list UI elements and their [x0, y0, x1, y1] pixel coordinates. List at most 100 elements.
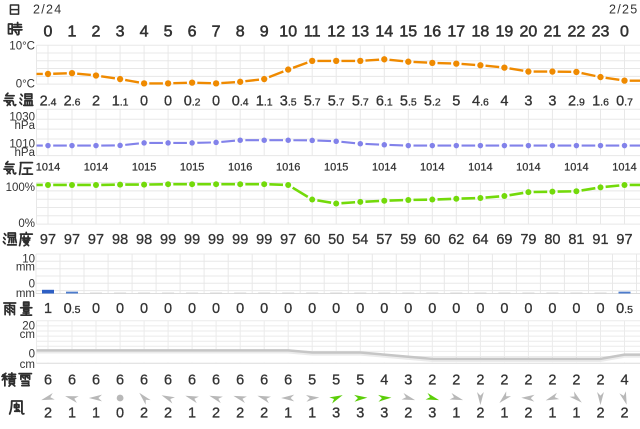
svg-text:2.4: 2.4	[40, 93, 57, 109]
svg-text:0: 0	[428, 301, 436, 317]
svg-text:2: 2	[44, 406, 52, 422]
svg-text:5.7: 5.7	[352, 93, 369, 109]
svg-text:0: 0	[404, 301, 412, 317]
svg-text:2: 2	[620, 406, 628, 422]
svg-text:1: 1	[500, 406, 508, 422]
svg-text:0: 0	[380, 301, 388, 317]
svg-text:17: 17	[447, 23, 465, 40]
svg-text:14: 14	[375, 23, 393, 40]
svg-text:97: 97	[88, 232, 104, 248]
svg-text:0: 0	[116, 301, 124, 317]
svg-text:3: 3	[404, 373, 412, 389]
svg-text:3: 3	[548, 93, 556, 109]
svg-text:1016: 1016	[276, 161, 300, 173]
svg-text:3: 3	[356, 406, 364, 422]
svg-text:1.6: 1.6	[592, 93, 609, 109]
svg-text:0: 0	[164, 93, 172, 109]
svg-text:1: 1	[44, 301, 52, 317]
svg-text:60: 60	[424, 232, 440, 248]
svg-text:0: 0	[116, 406, 124, 422]
svg-text:0: 0	[29, 279, 35, 291]
svg-text:54: 54	[352, 232, 368, 248]
svg-text:4: 4	[380, 373, 388, 389]
svg-text:97: 97	[40, 232, 56, 248]
svg-text:1014: 1014	[372, 161, 396, 173]
svg-text:79: 79	[520, 232, 536, 248]
svg-text:1014: 1014	[612, 161, 636, 173]
svg-text:0: 0	[188, 301, 196, 317]
svg-text:1.1: 1.1	[112, 93, 129, 109]
svg-text:6: 6	[260, 373, 268, 389]
svg-text:18: 18	[472, 23, 490, 40]
svg-text:1: 1	[284, 406, 292, 422]
svg-text:11: 11	[304, 23, 321, 40]
svg-text:99: 99	[160, 232, 176, 248]
svg-text:6: 6	[140, 373, 148, 389]
svg-text:2: 2	[572, 373, 580, 389]
svg-text:5: 5	[332, 373, 340, 389]
svg-text:0: 0	[332, 301, 340, 317]
svg-text:0.2: 0.2	[184, 93, 201, 109]
svg-text:0: 0	[212, 301, 220, 317]
svg-text:2.6: 2.6	[64, 93, 81, 109]
svg-text:5: 5	[308, 373, 316, 389]
svg-text:0: 0	[284, 301, 292, 317]
svg-text:0: 0	[452, 301, 460, 317]
svg-text:1014: 1014	[36, 161, 60, 173]
svg-text:59: 59	[400, 232, 416, 248]
svg-text:69: 69	[496, 232, 512, 248]
svg-text:98: 98	[112, 232, 128, 248]
svg-text:64: 64	[472, 232, 488, 248]
svg-text:97: 97	[64, 232, 80, 248]
svg-text:0°C: 0°C	[16, 79, 35, 91]
svg-text:0: 0	[260, 301, 268, 317]
svg-text:80: 80	[544, 232, 560, 248]
svg-text:12: 12	[327, 23, 345, 40]
svg-text:5.7: 5.7	[304, 93, 321, 109]
svg-text:2: 2	[428, 373, 436, 389]
svg-text:1: 1	[308, 406, 316, 422]
svg-text:1030: 1030	[9, 112, 35, 124]
svg-text:1010: 1010	[9, 139, 35, 151]
svg-text:3: 3	[380, 406, 388, 422]
svg-text:1014: 1014	[564, 161, 588, 173]
svg-text:2: 2	[404, 406, 412, 422]
svg-text:2: 2	[548, 373, 556, 389]
svg-text:22: 22	[568, 23, 586, 40]
svg-text:99: 99	[256, 232, 272, 248]
svg-text:2: 2	[596, 406, 604, 422]
svg-text:60: 60	[304, 232, 320, 248]
svg-text:0: 0	[548, 301, 556, 317]
svg-text:100%: 100%	[6, 182, 35, 194]
svg-text:5: 5	[356, 373, 364, 389]
svg-text:6: 6	[188, 23, 197, 40]
svg-text:5: 5	[164, 23, 173, 40]
svg-text:81: 81	[568, 232, 584, 248]
svg-text:91: 91	[592, 232, 608, 248]
svg-text:0: 0	[44, 23, 53, 40]
svg-text:1: 1	[452, 406, 460, 422]
svg-text:hPa: hPa	[15, 120, 36, 132]
svg-text:2: 2	[476, 406, 484, 422]
svg-text:0.5: 0.5	[64, 301, 81, 317]
svg-text:4.6: 4.6	[472, 93, 489, 109]
svg-text:2: 2	[92, 93, 100, 109]
svg-text:mm: mm	[16, 288, 35, 300]
svg-text:10°C: 10°C	[9, 41, 35, 53]
svg-text:6: 6	[284, 373, 292, 389]
svg-text:21: 21	[544, 23, 562, 40]
svg-text:19: 19	[496, 23, 514, 40]
svg-text:1014: 1014	[468, 161, 492, 173]
svg-text:0: 0	[29, 349, 35, 361]
svg-text:6: 6	[164, 373, 172, 389]
svg-text:2/24: 2/24	[33, 2, 63, 16]
svg-text:6: 6	[212, 373, 220, 389]
svg-text:8: 8	[236, 23, 245, 40]
svg-text:5.2: 5.2	[424, 93, 441, 109]
svg-text:5.7: 5.7	[328, 93, 345, 109]
svg-text:1015: 1015	[132, 161, 156, 173]
svg-text:0: 0	[356, 301, 364, 317]
svg-text:1: 1	[68, 23, 77, 40]
svg-text:99: 99	[232, 232, 248, 248]
svg-text:98: 98	[136, 232, 152, 248]
